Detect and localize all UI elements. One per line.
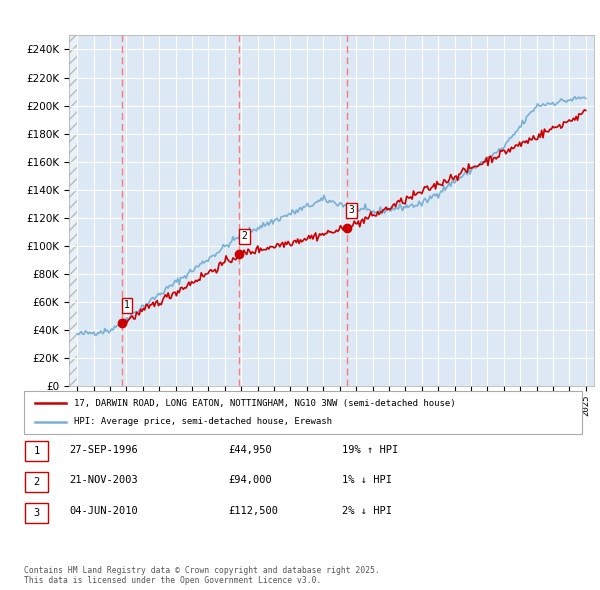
- Text: Contains HM Land Registry data © Crown copyright and database right 2025.
This d: Contains HM Land Registry data © Crown c…: [24, 566, 380, 585]
- Text: 19% ↑ HPI: 19% ↑ HPI: [342, 445, 398, 454]
- FancyBboxPatch shape: [25, 472, 48, 492]
- Text: 27-SEP-1996: 27-SEP-1996: [69, 445, 138, 454]
- Text: 17, DARWIN ROAD, LONG EATON, NOTTINGHAM, NG10 3NW (semi-detached house): 17, DARWIN ROAD, LONG EATON, NOTTINGHAM,…: [74, 399, 456, 408]
- Text: 2: 2: [241, 231, 247, 241]
- Text: 1% ↓ HPI: 1% ↓ HPI: [342, 476, 392, 485]
- Text: 21-NOV-2003: 21-NOV-2003: [69, 476, 138, 485]
- Text: 3: 3: [349, 205, 355, 215]
- Text: £44,950: £44,950: [228, 445, 272, 454]
- Text: HPI: Average price, semi-detached house, Erewash: HPI: Average price, semi-detached house,…: [74, 417, 332, 426]
- FancyBboxPatch shape: [24, 391, 582, 434]
- Text: 1: 1: [124, 300, 130, 310]
- FancyBboxPatch shape: [25, 503, 48, 523]
- Text: £94,000: £94,000: [228, 476, 272, 485]
- Text: 2: 2: [34, 477, 40, 487]
- FancyBboxPatch shape: [25, 441, 48, 461]
- Text: 3: 3: [34, 508, 40, 517]
- Text: 2% ↓ HPI: 2% ↓ HPI: [342, 506, 392, 516]
- Text: 1: 1: [34, 447, 40, 456]
- Text: 04-JUN-2010: 04-JUN-2010: [69, 506, 138, 516]
- Text: £112,500: £112,500: [228, 506, 278, 516]
